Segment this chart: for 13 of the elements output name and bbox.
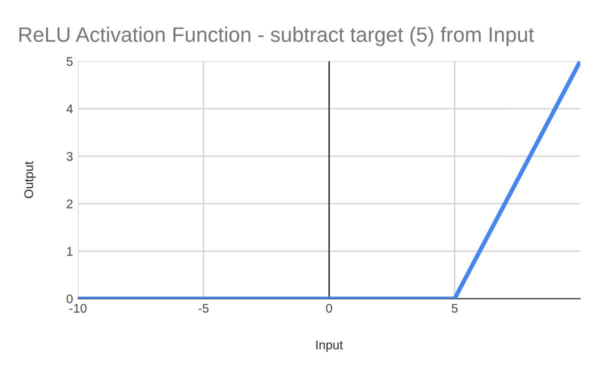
x-axis-title: Input (316, 340, 343, 352)
y-tick-label: 2 (66, 199, 73, 208)
chart-title: ReLU Activation Function - subtract target (5) from Input (19, 26, 534, 46)
y-tick-label: 5 (66, 57, 73, 66)
x-tick-label: -5 (198, 304, 209, 313)
y-tick-label: 1 (67, 247, 73, 256)
x-tick-label: 0 (326, 304, 332, 313)
y-axis-title: Output (24, 161, 36, 198)
x-tick-label: -10 (70, 304, 87, 313)
y-tick-label: 4 (66, 104, 73, 114)
y-tick-label: 0 (66, 294, 73, 304)
y-tick-label: 3 (66, 152, 73, 161)
x-tick-label: 5 (452, 304, 458, 313)
